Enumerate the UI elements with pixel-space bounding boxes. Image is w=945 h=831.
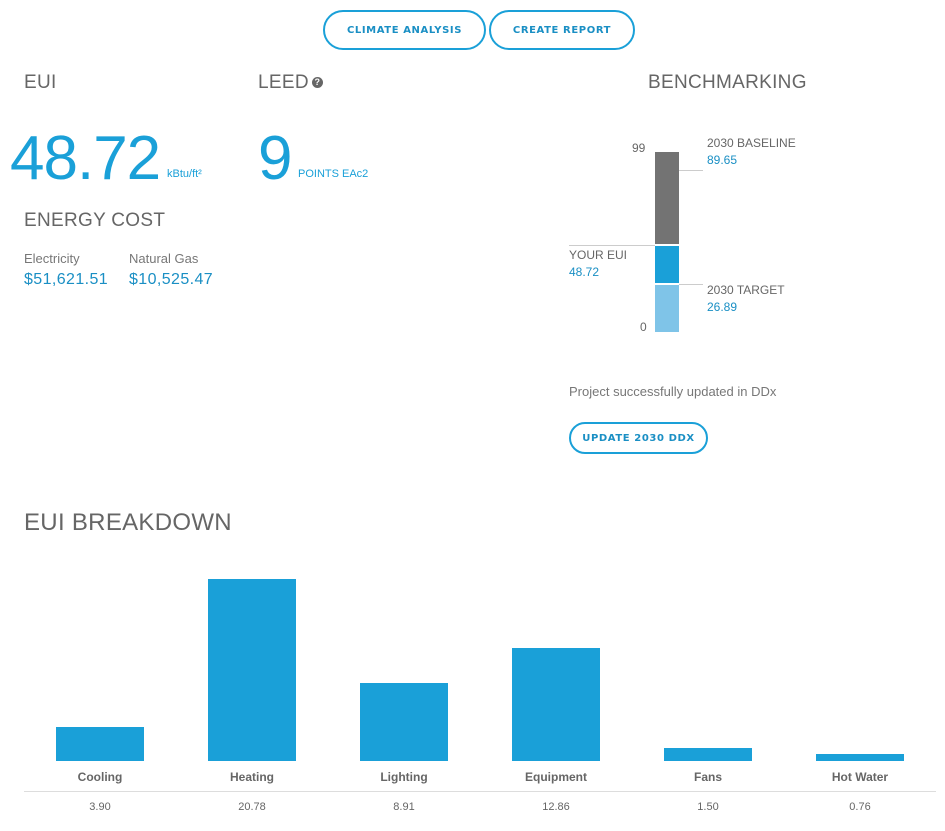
leed-points: 9 — [258, 124, 292, 193]
create-report-button[interactable]: CREATE REPORT — [489, 10, 635, 50]
category-label: Heating — [229, 770, 274, 784]
leed-title-text: LEED — [258, 72, 309, 93]
bar-heating — [208, 579, 296, 761]
eui-unit: kBtu/ft² — [167, 168, 202, 180]
baseline-connector — [679, 170, 703, 171]
update-2030-ddx-button[interactable]: UPDATE 2030 DDX — [569, 422, 708, 454]
value-label: 3.90 — [89, 801, 111, 813]
bar-hot-water — [816, 754, 904, 761]
category-label: Cooling — [77, 770, 123, 784]
benchmark-scale-max: 99 — [632, 141, 646, 155]
ddx-status-text: Project successfully updated in DDx — [569, 384, 777, 399]
category-label: Fans — [693, 770, 722, 784]
category-label: Lighting — [380, 770, 428, 784]
value-label: 1.50 — [697, 801, 719, 813]
baseline-label: 2030 BASELINE — [707, 136, 796, 150]
eui-title: EUI — [24, 72, 57, 93]
your-eui-connector — [569, 245, 655, 246]
benchmark-scale-min: 0 — [640, 320, 647, 334]
electricity-label: Electricity — [24, 251, 80, 266]
electricity-value: $51,621.51 — [24, 271, 109, 288]
category-label: Equipment — [525, 770, 587, 784]
bar-cooling — [56, 727, 144, 761]
target-value: 26.89 — [707, 300, 738, 314]
your-eui-label: YOUR EUI — [569, 248, 628, 262]
leed-title: LEED? — [258, 72, 323, 94]
energy-cost-title: ENERGY COST — [24, 210, 166, 231]
target-connector — [679, 284, 703, 285]
category-label: Hot Water — [831, 770, 889, 784]
bar-equipment — [512, 648, 600, 761]
benchmark-bar-target — [655, 285, 679, 332]
natural-gas-value: $10,525.47 — [129, 271, 214, 288]
baseline-value: 89.65 — [707, 153, 738, 167]
your-eui-value: 48.72 — [569, 265, 600, 279]
value-label: 12.86 — [542, 801, 570, 813]
benchmarking-title: BENCHMARKING — [648, 72, 807, 93]
natural-gas-label: Natural Gas — [129, 251, 199, 266]
eui-breakdown-chart: Cooling 3.90 Heating 20.78 Lighting 8.91 Equip… — [0, 560, 945, 831]
value-label: 20.78 — [238, 801, 266, 813]
benchmark-bar-baseline — [655, 152, 679, 244]
climate-analysis-button[interactable]: CLIMATE ANALYSIS — [323, 10, 486, 50]
value-label: 0.76 — [849, 801, 871, 813]
chart-divider — [24, 791, 936, 792]
leed-points-label: POINTS EAc2 — [298, 168, 369, 180]
question-circle-icon[interactable]: ? — [311, 77, 323, 89]
eui-value: 48.72 — [10, 124, 161, 193]
benchmark-bar-your-eui — [655, 246, 679, 283]
target-label: 2030 TARGET — [707, 283, 785, 297]
bar-lighting — [360, 683, 448, 761]
eui-breakdown-title: EUI BREAKDOWN — [24, 509, 232, 536]
bar-fans — [664, 748, 752, 761]
value-label: 8.91 — [393, 801, 415, 813]
